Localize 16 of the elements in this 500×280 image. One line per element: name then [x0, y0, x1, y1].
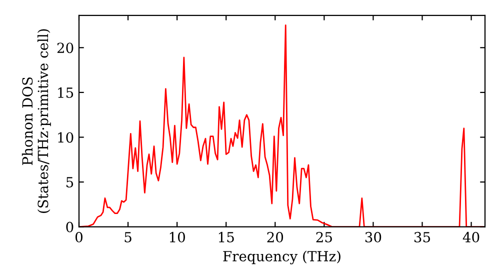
y-axis-title: Phonon DOS (States/THz·primitive cell): [22, 29, 51, 213]
x-tick-label: 25: [316, 232, 332, 242]
x-tick-label: 30: [365, 232, 382, 242]
x-tick-label: 0: [75, 232, 82, 242]
x-tick-label: 20: [267, 232, 284, 242]
y-tick-label: 15: [58, 87, 74, 98]
x-tick-label: 10: [170, 232, 185, 242]
y-tick-label: 20: [57, 42, 74, 54]
x-tick-label: 15: [218, 232, 234, 242]
x-tick-label: 40: [462, 232, 480, 242]
y-tick-label: 10: [58, 132, 74, 143]
x-tick-label: 35: [414, 232, 430, 242]
x-axis-title: Frequency (THz): [223, 250, 340, 264]
y-tick-label: 5: [66, 177, 74, 188]
x-tick-label: 5: [124, 232, 132, 242]
y-tick-label: 0: [66, 222, 74, 232]
